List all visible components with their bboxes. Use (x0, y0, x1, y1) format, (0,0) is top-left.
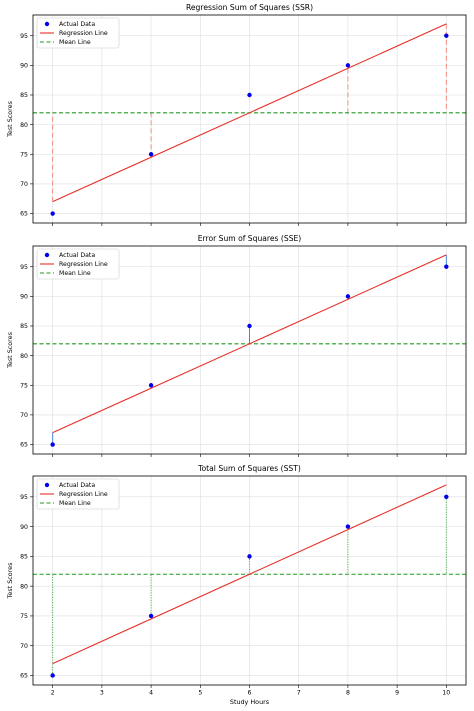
data-point (345, 294, 351, 299)
y-tick-label: 90 (20, 63, 28, 70)
data-point (345, 524, 351, 529)
y-tick-label: 85 (20, 323, 28, 330)
y-axis-label: Test Scores (6, 331, 14, 369)
regression-line (52, 484, 447, 665)
y-tick-label: 65 (20, 673, 28, 680)
chart-title: Total Sum of Squares (SST) (197, 464, 301, 473)
data-point (444, 264, 449, 269)
legend-label: Mean Line (59, 270, 91, 277)
y-tick-label: 75 (20, 613, 28, 620)
y-tick-label: 90 (20, 524, 28, 531)
y-tick-label: 75 (20, 151, 28, 158)
x-tick-label: 9 (395, 690, 399, 697)
y-tick-label: 70 (20, 412, 28, 419)
y-axis-label: Test Scores (6, 562, 14, 600)
data-point (345, 63, 351, 68)
regression-line (52, 254, 447, 434)
y-tick-label: 75 (20, 382, 28, 389)
chart-title: Regression Sum of Squares (SSR) (186, 3, 313, 12)
y-tick-label: 85 (20, 554, 28, 561)
x-tick-label: 8 (346, 690, 350, 697)
x-tick-label: 7 (297, 690, 301, 697)
x-tick-label: 10 (442, 690, 450, 697)
data-point (247, 323, 252, 329)
data-point (50, 442, 55, 447)
legend-marker-points (44, 482, 50, 488)
y-tick-label: 65 (20, 442, 28, 449)
chart-panel-2: 65 70 75 80 85 90 95 Error Sum of Squares (SSE)… (6, 234, 467, 457)
legend-box (36, 17, 120, 49)
data-point (50, 673, 55, 678)
chart-title: Error Sum of Squares (SSE) (198, 234, 302, 243)
y-tick-label: 95 (20, 33, 28, 40)
x-tick-label: 5 (198, 690, 202, 697)
chart-panel-3: 2 3 4 5 6 7 8 9 10 65 70 75 80 85 90 95 Total Sum of Squ… (6, 464, 467, 706)
legend-label: Regression Line (59, 491, 108, 498)
y-axis-label: Test Scores (6, 100, 14, 138)
legend-label: Actual Data (59, 252, 95, 259)
data-point (444, 494, 449, 500)
legend: Actual Data Regression Line Mean Line (36, 478, 120, 510)
chart-panel-1: 65 70 75 80 85 90 95 Regression Sum of Squares … (6, 3, 467, 226)
y-tick-label: 80 (20, 122, 28, 129)
legend-box (36, 248, 120, 280)
legend-label: Mean Line (59, 39, 91, 46)
y-tick-label: 95 (20, 494, 28, 501)
legend: Actual Data Regression Line Mean Line (36, 17, 120, 49)
data-point (247, 554, 252, 559)
legend: Actual Data Regression Line Mean Line (36, 248, 120, 280)
y-tick-label: 70 (20, 181, 28, 188)
data-point (148, 152, 154, 157)
y-tick-label: 95 (20, 264, 28, 271)
x-tick-label: 3 (100, 690, 104, 697)
x-tick-label: 4 (149, 690, 153, 697)
regression-line (52, 23, 447, 203)
y-tick-label: 65 (20, 211, 28, 218)
legend-marker-points (44, 21, 50, 27)
data-point (148, 613, 154, 619)
legend-marker-points (44, 252, 50, 258)
legend-label: Regression Line (59, 30, 108, 37)
legend-label: Actual Data (59, 21, 95, 28)
data-point (148, 383, 154, 388)
legend-box (36, 478, 120, 510)
y-tick-label: 85 (20, 92, 28, 99)
legend-label: Actual Data (59, 482, 95, 489)
x-axis-label: Study Hours (230, 698, 270, 706)
y-tick-label: 80 (20, 353, 28, 360)
x-tick-label: 6 (248, 690, 252, 697)
y-tick-label: 70 (20, 643, 28, 650)
data-point (50, 211, 55, 216)
y-tick-label: 90 (20, 294, 28, 301)
y-tick-label: 80 (20, 583, 28, 590)
data-point (444, 33, 449, 38)
data-point (247, 92, 252, 98)
legend-label: Regression Line (59, 261, 108, 268)
legend-label: Mean Line (59, 500, 91, 507)
x-tick-label: 2 (51, 690, 55, 697)
